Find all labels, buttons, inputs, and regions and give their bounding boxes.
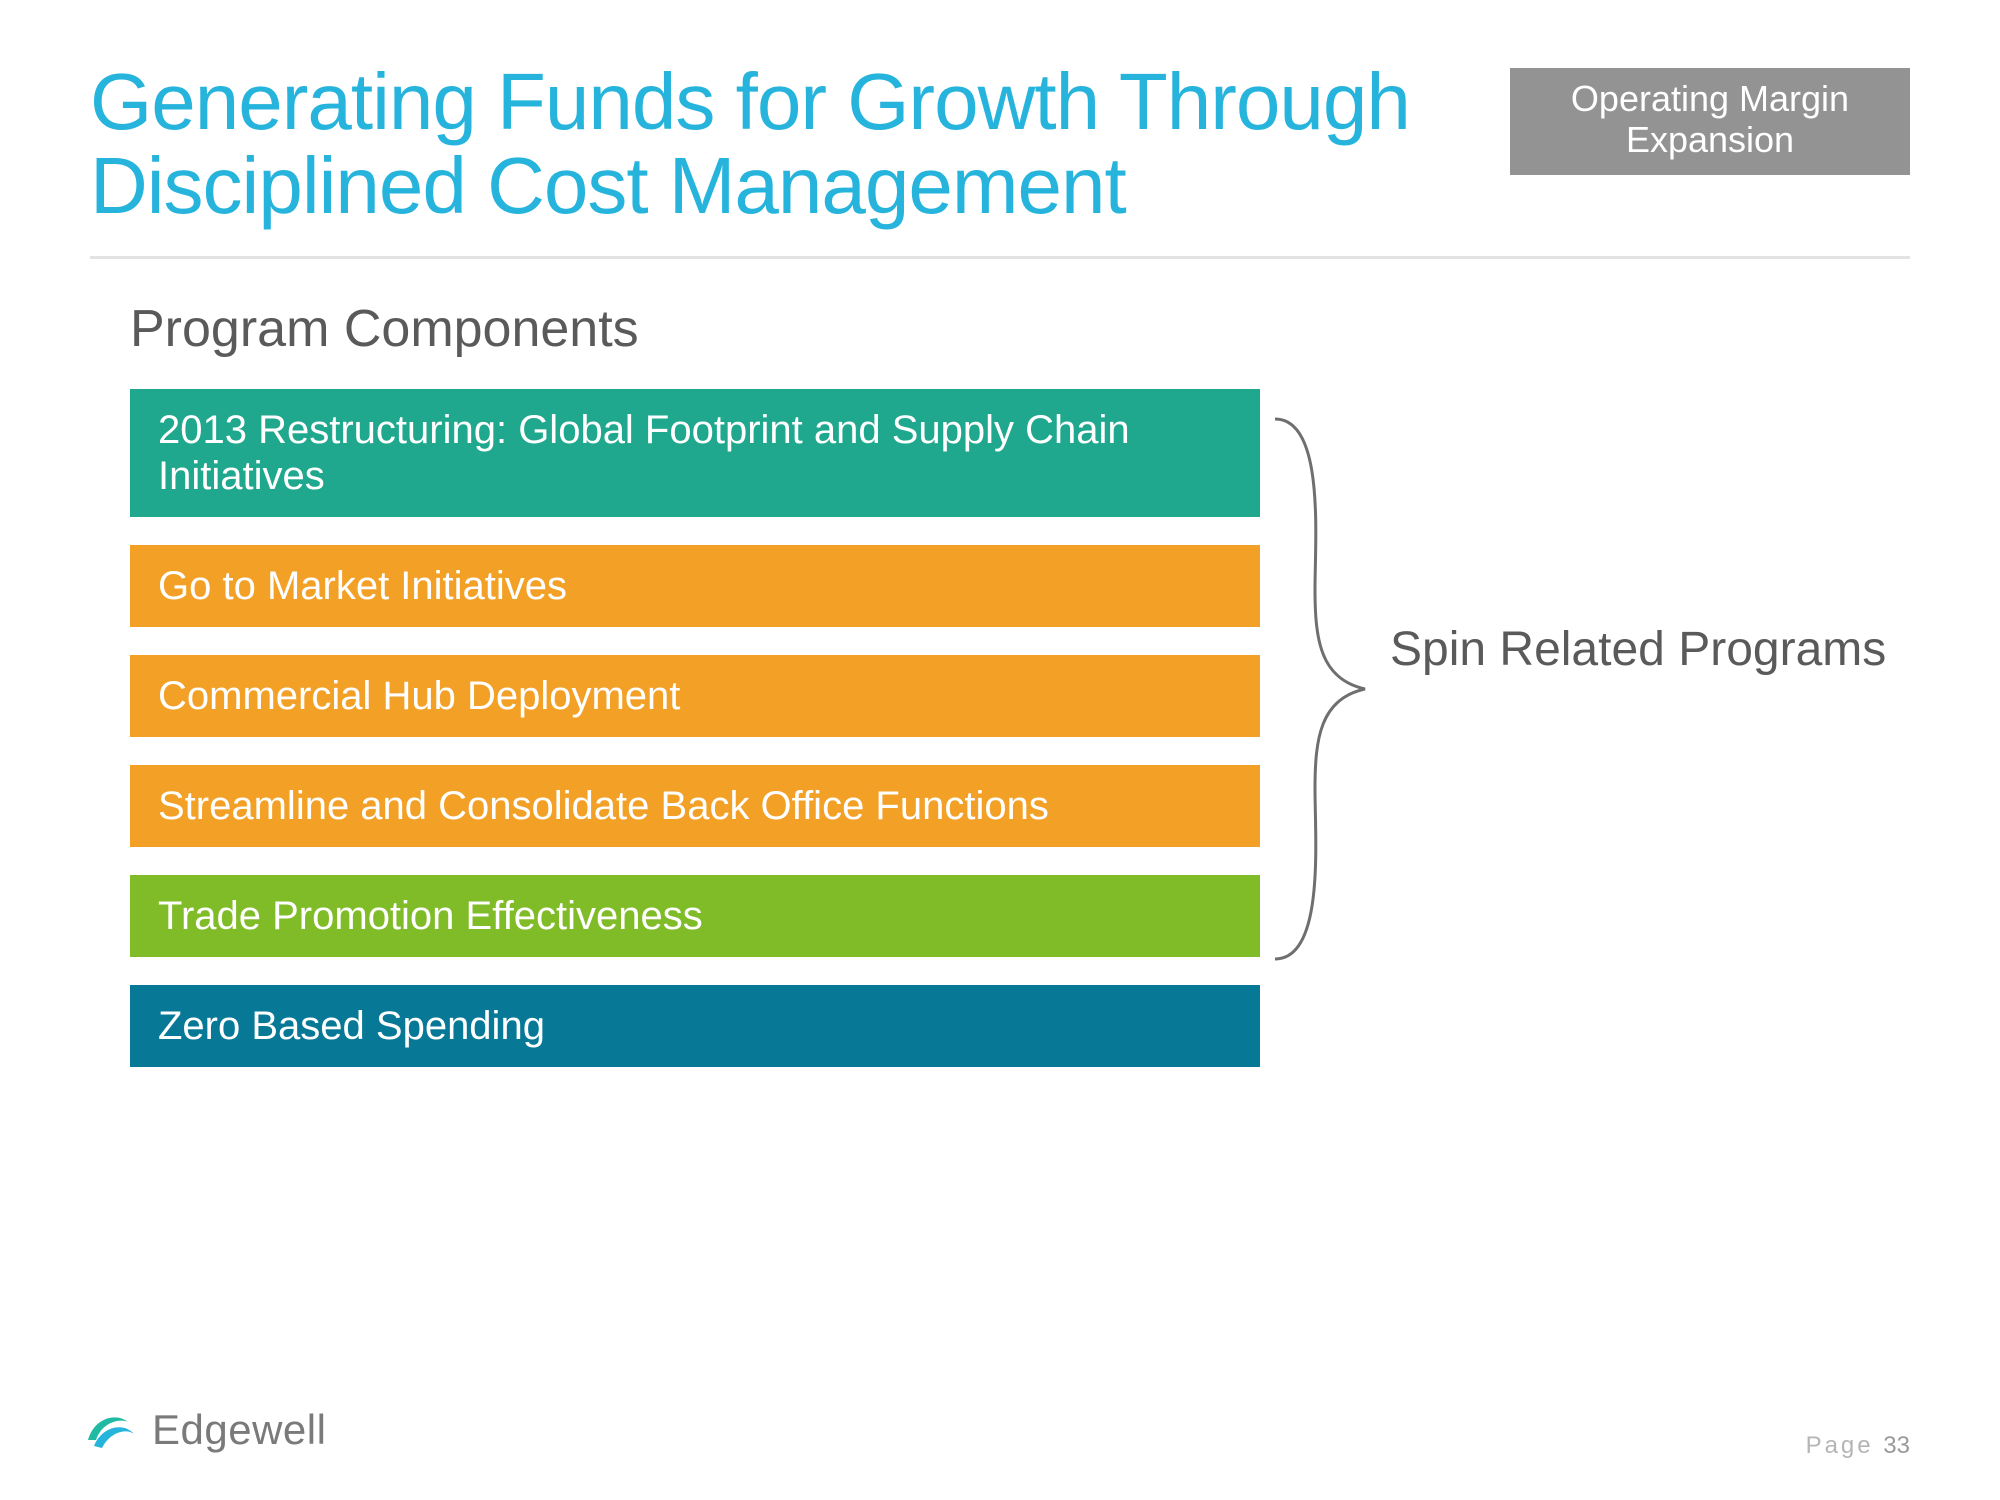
category-badge: Operating Margin Expansion xyxy=(1510,68,1910,175)
slide: Generating Funds for Growth Through Disc… xyxy=(0,0,2000,1500)
program-bar: Zero Based Spending xyxy=(130,985,1260,1067)
page-number: Page 33 xyxy=(1806,1432,1910,1460)
section-subtitle: Program Components xyxy=(130,299,1910,359)
company-logo: Edgewell xyxy=(80,1400,326,1460)
curly-brace-icon xyxy=(1265,409,1375,969)
slide-footer: Edgewell Page 33 xyxy=(80,1400,1910,1460)
page-number-value: 33 xyxy=(1883,1432,1910,1459)
program-bars: 2013 Restructuring: Global Footprint and… xyxy=(130,389,1260,1067)
title-divider xyxy=(90,256,1910,259)
content-row: 2013 Restructuring: Global Footprint and… xyxy=(90,389,1910,1067)
logo-text: Edgewell xyxy=(152,1406,326,1454)
program-bar: 2013 Restructuring: Global Footprint and… xyxy=(130,389,1260,517)
edgewell-logo-icon xyxy=(80,1400,140,1460)
spin-related-label: Spin Related Programs xyxy=(1390,624,1886,677)
program-bar: Trade Promotion Effectiveness xyxy=(130,875,1260,957)
program-bar: Go to Market Initiatives xyxy=(130,545,1260,627)
program-bar: Streamline and Consolidate Back Office F… xyxy=(130,765,1260,847)
page-label: Page xyxy=(1806,1432,1874,1459)
slide-title: Generating Funds for Growth Through Disc… xyxy=(90,60,1490,228)
program-bar: Commercial Hub Deployment xyxy=(130,655,1260,737)
